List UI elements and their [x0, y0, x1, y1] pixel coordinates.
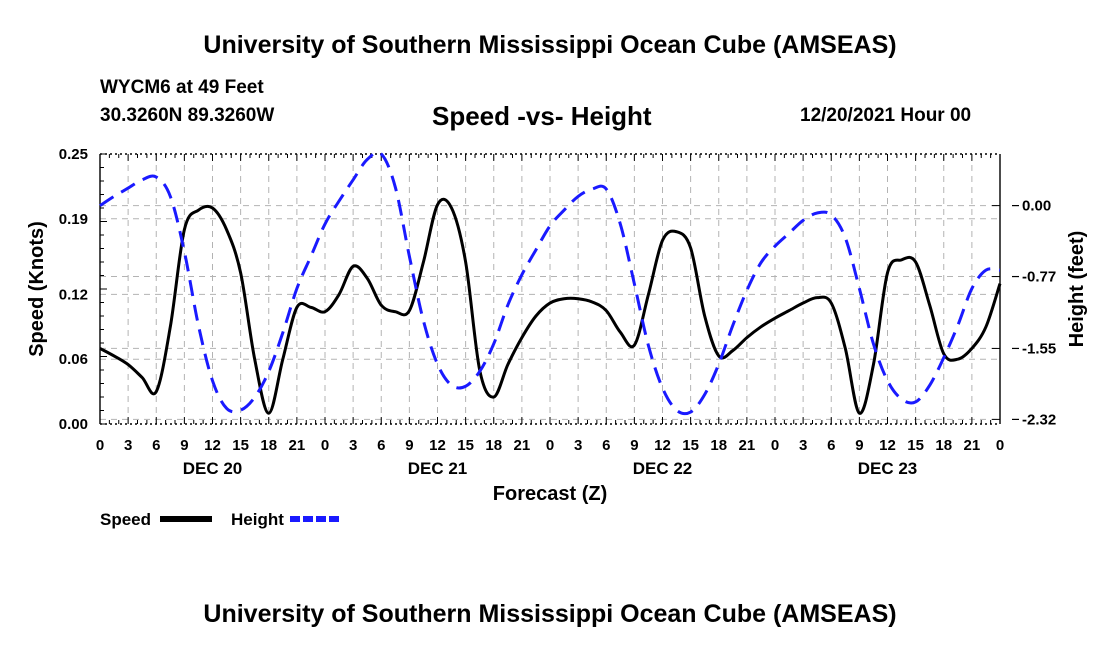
x-tick-label: 12 — [879, 437, 896, 454]
forecast-datetime: 12/20/2021 Hour 00 — [800, 105, 972, 126]
x-tick-label: 21 — [514, 437, 531, 454]
x-tick-label: 18 — [710, 437, 727, 454]
station-label: WYCM6 at 49 Feet — [100, 77, 264, 98]
x-tick-label: 15 — [457, 437, 474, 454]
x-tick-label: 6 — [602, 437, 610, 454]
x-tick-label: 6 — [377, 437, 385, 454]
chart-title: Speed -vs- Height — [432, 101, 652, 131]
x-tick-label: 18 — [260, 437, 277, 454]
y2-tick-label: -1.55 — [1022, 340, 1056, 357]
grid-layer — [100, 154, 1000, 424]
legend: Speed Height — [100, 510, 342, 529]
x-tick-label: 15 — [232, 437, 249, 454]
x-tick-label: 3 — [124, 437, 132, 454]
x-tick-label: 3 — [574, 437, 582, 454]
x-tick-label: 3 — [349, 437, 357, 454]
x-tick-label: 0 — [546, 437, 554, 454]
x-tick-label: 12 — [204, 437, 221, 454]
x-tick-label: 9 — [630, 437, 638, 454]
series-line-speed — [99, 197, 1002, 415]
coordinates-label: 30.3260N 89.3260W — [100, 105, 275, 126]
y2-tick-label: -2.32 — [1022, 411, 1056, 428]
day-label: DEC 22 — [633, 459, 693, 478]
axis-text-layer: 0 3 6 9 12 15 18 21 0 3 6 9 12 15 18 21 0 3 6 9 12 15 18 21 0 3 6 9… — [26, 146, 1088, 505]
top-title: University of Southern Mississippi Ocean… — [203, 31, 897, 59]
y2-axis-title: Height (feet) — [1066, 231, 1088, 348]
x-tick-label: 12 — [429, 437, 446, 454]
y-axis-title: Speed (Knots) — [26, 221, 48, 357]
x-tick-label: 21 — [964, 437, 981, 454]
x-tick-label: 15 — [682, 437, 699, 454]
x-tick-label: 0 — [771, 437, 779, 454]
x-tick-label: 9 — [405, 437, 413, 454]
series-line-height — [99, 150, 1001, 416]
x-tick-label: 15 — [907, 437, 924, 454]
day-label: DEC 20 — [183, 459, 243, 478]
y-tick-label: 0.12 — [59, 286, 88, 303]
y2-tick-label: 0.00 — [1022, 198, 1051, 215]
x-tick-label: 0 — [996, 437, 1004, 454]
legend-label-height: Height — [231, 510, 284, 529]
plot-frame — [99, 153, 1001, 425]
x-tick-label: 0 — [321, 437, 329, 454]
y2-tick-label: -0.77 — [1022, 269, 1056, 286]
day-label: DEC 21 — [408, 459, 468, 478]
x-tick-label: 0 — [96, 437, 104, 454]
x-tick-label: 3 — [799, 437, 807, 454]
x-tick-label: 12 — [654, 437, 671, 454]
x-tick-label: 18 — [485, 437, 502, 454]
x-tick-label: 21 — [289, 437, 306, 454]
day-label: DEC 23 — [858, 459, 918, 478]
y-tick-label: 0.06 — [59, 351, 88, 368]
legend-label-speed: Speed — [100, 510, 151, 529]
series-layer — [99, 150, 1002, 416]
y-tick-label: 0.25 — [59, 146, 88, 163]
y-tick-label: 0.00 — [59, 416, 88, 433]
x-tick-label: 18 — [935, 437, 952, 454]
bottom-title: University of Southern Mississippi Ocean… — [203, 600, 897, 628]
x-tick-label: 6 — [152, 437, 160, 454]
x-tick-label: 21 — [739, 437, 756, 454]
x-tick-label: 9 — [180, 437, 188, 454]
x-tick-label: 9 — [855, 437, 863, 454]
x-axis-title: Forecast (Z) — [493, 483, 607, 505]
x-tick-label: 6 — [827, 437, 835, 454]
y-tick-label: 0.19 — [59, 211, 88, 228]
